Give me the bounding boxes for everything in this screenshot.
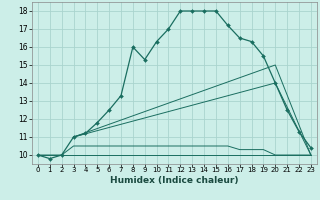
X-axis label: Humidex (Indice chaleur): Humidex (Indice chaleur) <box>110 176 239 185</box>
